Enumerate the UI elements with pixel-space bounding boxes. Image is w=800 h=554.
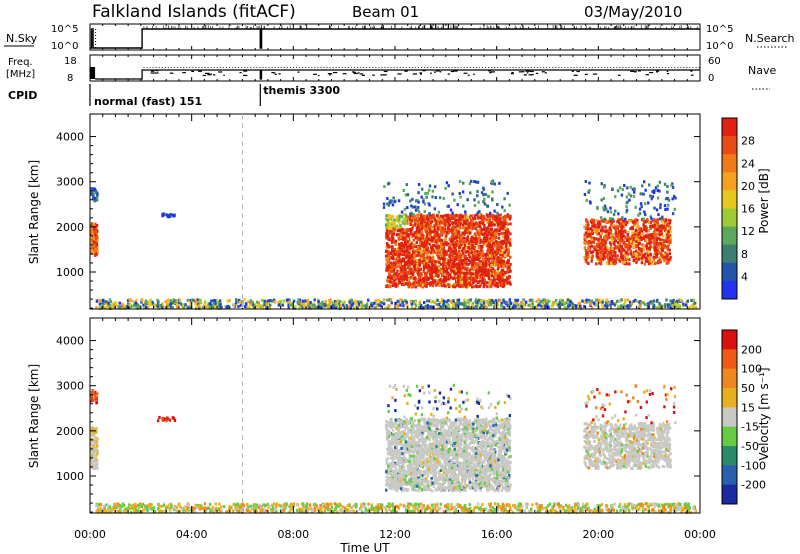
nsky-tick-top: 10^5 (51, 24, 78, 35)
velocity-colorbar-tick: -200 (741, 479, 766, 492)
velocity-colorbar-swatch (722, 426, 737, 447)
nsky-trace (89, 24, 701, 81)
power-colorbar-tick: 8 (741, 248, 748, 261)
power-colorbar: 28 24 20 16 12 8 4 (721, 117, 755, 300)
nsky-label: N.Sky (6, 32, 38, 45)
date-label: 03/May/2010 (584, 3, 682, 21)
power-colorbar-swatch (722, 244, 737, 264)
nave-tick-top: 60 (708, 56, 721, 67)
y-tick-label: 1000 (56, 266, 84, 279)
power-colorbar-swatch (722, 208, 737, 228)
freq-label: Freq. (8, 57, 33, 68)
beam-label: Beam 01 (352, 3, 419, 21)
freq-tick-top: 18 (64, 56, 77, 67)
velocity-colorbar-swatch (722, 446, 737, 466)
plot-title: Falkland Islands (fitACF) (92, 2, 296, 22)
y-tick-label: 2000 (56, 221, 84, 234)
velocity-colorbar-label: Velocity [m s⁻¹] (757, 367, 771, 460)
velocity-colorbar-tick: -15 (741, 421, 759, 434)
velocity-data (90, 383, 698, 514)
power-data (90, 179, 698, 310)
y-tick-label: 3000 (56, 380, 84, 393)
velocity-colorbar-swatch (722, 465, 737, 486)
velocity-colorbar-tick: 200 (741, 343, 762, 356)
power-ylabel: Slant Range [km] (27, 160, 41, 264)
freq-panel: Freq. [MHz] 18 8 60 0 Nave (6, 54, 776, 90)
power-colorbar-swatch (722, 280, 737, 300)
nave-tick-bottom: 0 (708, 73, 714, 84)
power-colorbar-swatch (722, 190, 737, 209)
cpid-segment-1: normal (fast) 151 (94, 95, 202, 108)
x-tick-label: 08:00 (277, 528, 309, 541)
freq-burst (90, 67, 96, 79)
y-tick-label: 1000 (56, 470, 84, 483)
power-colorbar-swatch (722, 118, 737, 137)
velocity-ylabel: Slant Range [km] (27, 364, 41, 468)
freq-trace (90, 67, 700, 80)
velocity-colorbar: 200 100 50 15 -15 -50 -100 -200 (721, 329, 766, 505)
power-colorbar-tick: 20 (741, 180, 755, 193)
x-tick-label: 00:00 (684, 528, 716, 541)
velocity-colorbar-swatch (722, 388, 737, 408)
power-colorbar-tick: 16 (741, 203, 755, 216)
power-colorbar-swatch (722, 154, 737, 173)
x-tick-label: 00:00 (74, 528, 106, 541)
nsearch-tick-bottom: 10^0 (706, 41, 733, 52)
x-tick-label: 16:00 (481, 528, 513, 541)
power-colorbar-label: Power [dB] (757, 168, 771, 233)
nsearch-tick-top: 10^5 (706, 24, 733, 35)
nsky-panel: N.Sky 10^5 10^0 10^5 10^0 N.Search (4, 23, 795, 81)
velocity-colorbar-swatch (722, 368, 737, 389)
power-colorbar-tick: 4 (741, 270, 748, 283)
nsky-tick-bottom: 10^0 (51, 41, 78, 52)
y-tick-label: 4000 (56, 131, 84, 144)
nsky-line (90, 28, 700, 49)
x-tick-label: 04:00 (176, 528, 208, 541)
x-tick-label: 12:00 (379, 528, 411, 541)
power-colorbar-tick: 24 (741, 157, 755, 170)
velocity-colorbar-tick: 100 (741, 363, 762, 376)
x-tick-label: 20:00 (582, 528, 614, 541)
x-axis-label: Time UT (339, 541, 390, 554)
y-tick-label: 4000 (56, 335, 84, 348)
velocity-colorbar-swatch (722, 330, 737, 350)
power-colorbar-tick: 12 (741, 225, 755, 238)
velocity-colorbar-tick: 15 (741, 401, 755, 414)
freq-unit: [MHz] (6, 69, 35, 80)
power-colorbar-swatch (722, 262, 737, 282)
freq-tick-bottom: 8 (67, 73, 73, 84)
power-colorbar-swatch (722, 172, 737, 191)
velocity-colorbar-tick: -100 (741, 459, 766, 472)
power-panel: 1000 2000 3000 4000 Slant Range [km] 28 24 20… (27, 113, 771, 310)
velocity-panel: 1000 2000 3000 4000 Slant Range [km] 200 100… (27, 317, 771, 554)
velocity-colorbar-tick: -50 (741, 440, 759, 453)
x-tick-labels: 00:00 04:00 08:00 12:00 16:00 20:00 00:00 (74, 528, 716, 541)
cpid-row: CPID normal (fast) 151 themis 3300 (8, 84, 340, 108)
power-colorbar-swatch (722, 136, 737, 155)
y-tick-label: 2000 (56, 425, 84, 438)
freq-line (95, 69, 700, 80)
nsearch-label: N.Search (745, 32, 795, 45)
power-colorbar-swatch (722, 226, 737, 246)
velocity-colorbar-swatch (722, 484, 737, 505)
velocity-axes: 1000 2000 3000 4000 (56, 318, 701, 513)
velocity-colorbar-swatch (722, 349, 737, 370)
cpid-label: CPID (8, 89, 37, 102)
velocity-colorbar-tick: 50 (741, 382, 755, 395)
power-axes: 1000 2000 3000 4000 (56, 114, 701, 309)
power-colorbar-tick: 28 (741, 135, 755, 148)
velocity-colorbar-swatch (722, 407, 737, 428)
nave-label: Nave (748, 64, 776, 77)
cpid-segment-2: themis 3300 (263, 84, 340, 97)
y-tick-label: 3000 (56, 176, 84, 189)
